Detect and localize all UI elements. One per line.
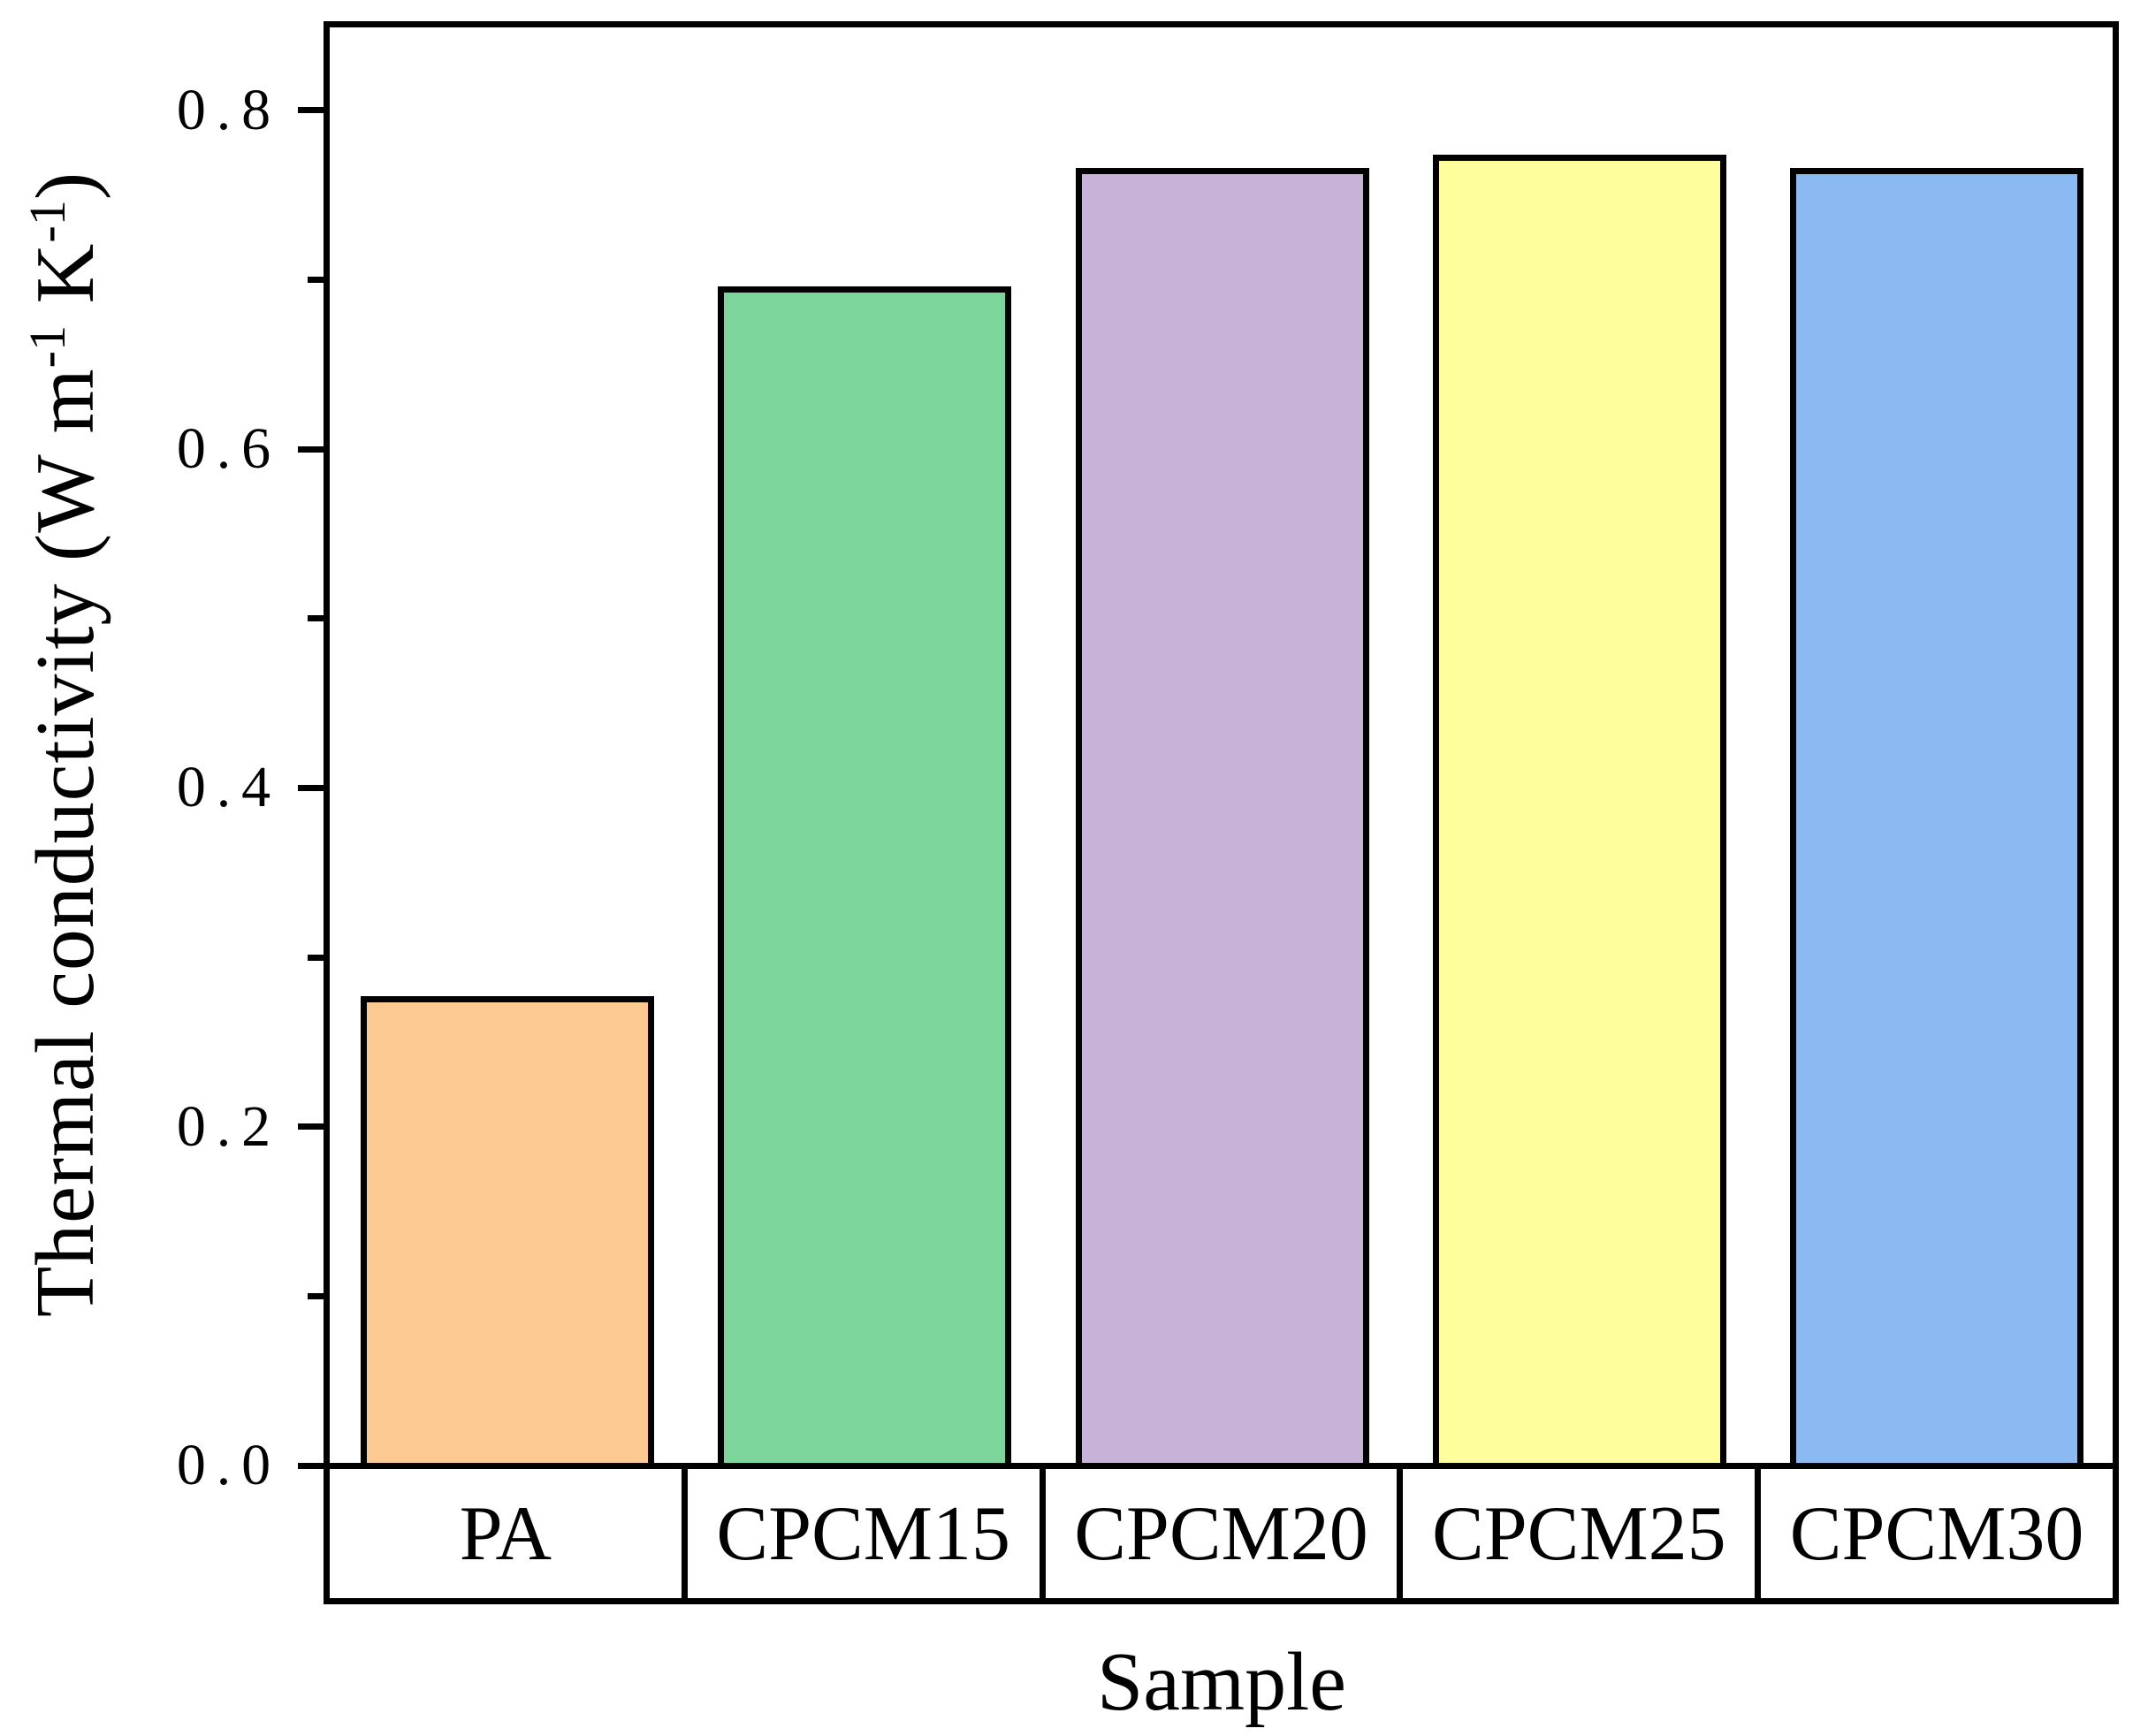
y-axis-major-tick bbox=[298, 1123, 326, 1131]
bar-CPCM20 bbox=[1075, 167, 1369, 1469]
bar-CPCM15 bbox=[718, 286, 1012, 1469]
bar-CPCM30 bbox=[1789, 167, 2083, 1469]
x-category-label-CPCM20: CPCM20 bbox=[1046, 1469, 1404, 1598]
y-axis-minor-tick bbox=[308, 276, 326, 283]
y-axis-title-superscript: -1 bbox=[18, 324, 76, 369]
x-category-label-CPCM15: CPCM15 bbox=[688, 1469, 1046, 1598]
y-axis-major-tick bbox=[298, 784, 326, 791]
x-category-row: PA CPCM15 CPCM20 CPCM25 CPCM30 bbox=[324, 1463, 2119, 1604]
y-axis-tick-label: 0.0 bbox=[176, 1433, 281, 1497]
y-axis-minor-tick bbox=[308, 1292, 326, 1299]
y-axis-title-text: K bbox=[19, 242, 112, 325]
y-axis-title-text: Thermal conductivity (W m bbox=[19, 368, 112, 1318]
y-axis-tick-label: 0.6 bbox=[176, 416, 281, 482]
y-axis-tick-label: 0.8 bbox=[176, 77, 281, 142]
y-axis-major-tick bbox=[298, 445, 326, 453]
x-category-label-PA: PA bbox=[330, 1469, 688, 1598]
y-axis-major-tick bbox=[298, 107, 326, 114]
bar-PA bbox=[361, 996, 655, 1469]
y-axis-tick-label: 0.2 bbox=[176, 1093, 281, 1159]
y-axis-title-text: ) bbox=[19, 171, 112, 201]
x-axis-title: Sample bbox=[1097, 1636, 1346, 1728]
x-category-label-CPCM25: CPCM25 bbox=[1403, 1469, 1762, 1598]
bar-CPCM25 bbox=[1432, 154, 1726, 1469]
y-axis-major-tick bbox=[298, 1462, 326, 1469]
y-axis-tick-label: 0.4 bbox=[176, 755, 281, 820]
y-axis-minor-tick bbox=[308, 615, 326, 622]
y-axis-title-superscript: -1 bbox=[18, 200, 76, 243]
y-axis-minor-tick bbox=[308, 954, 326, 961]
x-category-label-CPCM30: CPCM30 bbox=[1789, 1490, 2084, 1577]
